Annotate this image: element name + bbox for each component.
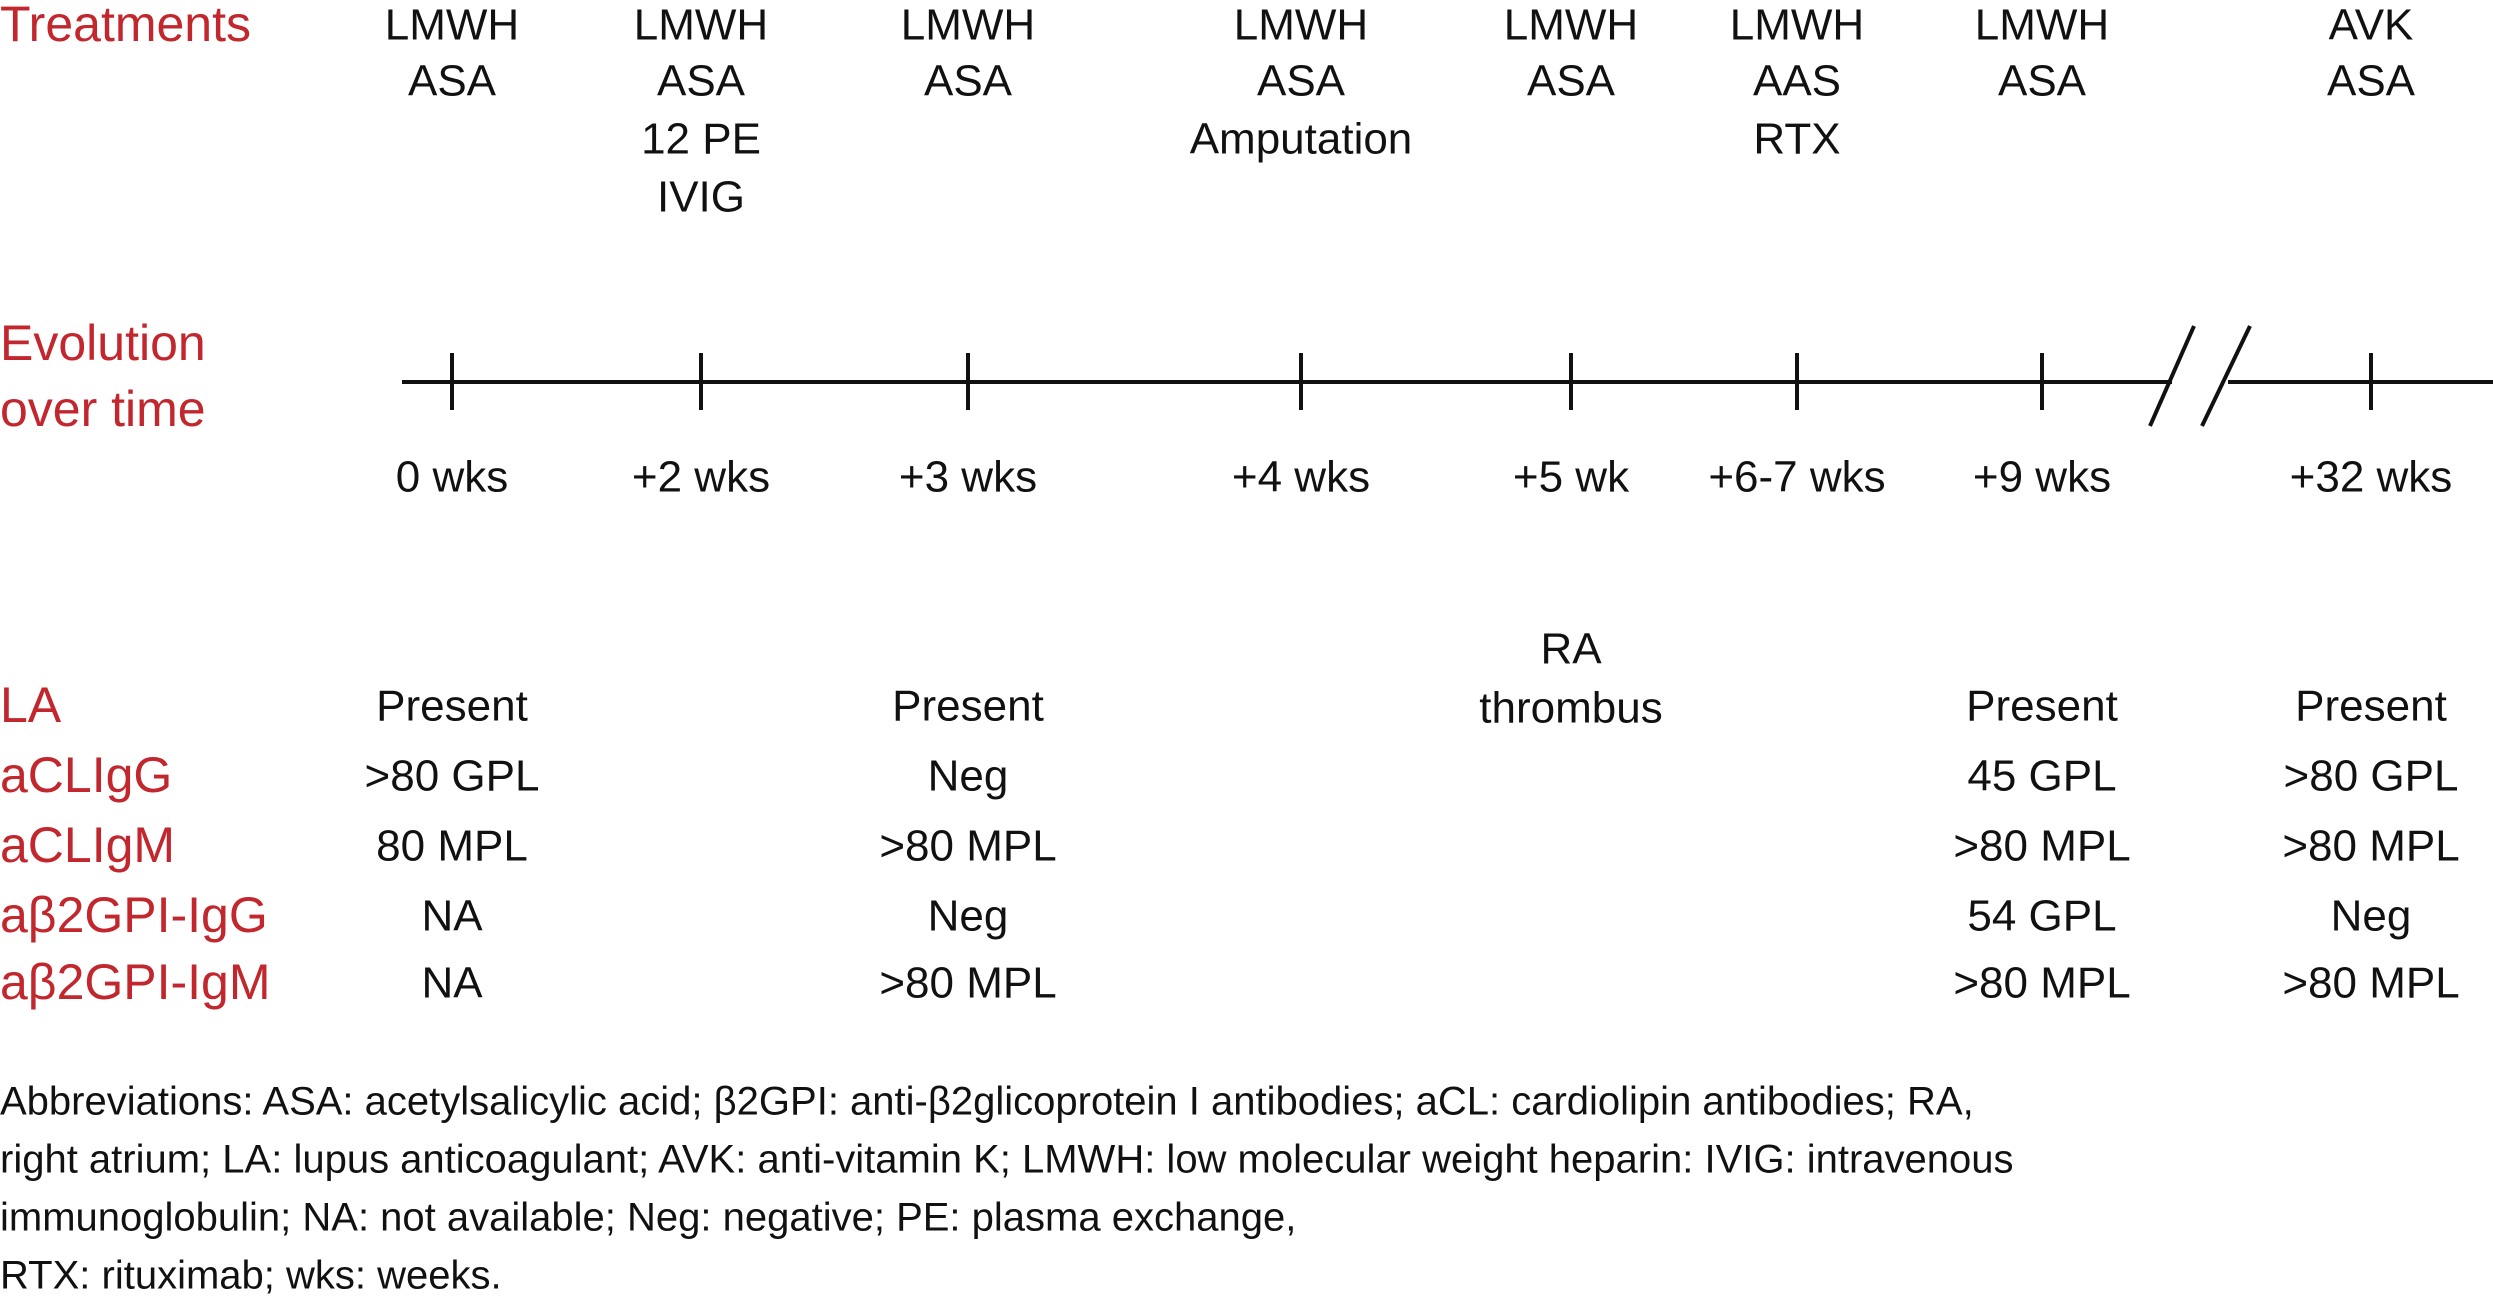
lab-result: >80 MPL — [879, 822, 1056, 871]
lab-result: 80 MPL — [376, 822, 528, 871]
lab-result: >80 MPL — [1953, 959, 2130, 1008]
time-label: 0 wks — [396, 453, 508, 502]
footnote-line: right atrium; LA: lupus anticoagulant; A… — [0, 1138, 2014, 1182]
lab-result: Neg — [928, 892, 1009, 941]
lab-result: Present — [1966, 682, 2118, 731]
row-label: aCLIgM — [0, 817, 175, 873]
time-label: +4 wks — [1232, 453, 1370, 502]
treatment: ASA — [924, 57, 1013, 106]
treatment: ASA — [1998, 57, 2087, 106]
event: thrombus — [1479, 684, 1662, 733]
treatment: ASA — [408, 57, 497, 106]
axis-break — [2200, 325, 2252, 427]
lab-result: Present — [376, 682, 528, 731]
treatment: ASA — [657, 57, 746, 106]
lab-result: >80 MPL — [1953, 822, 2130, 871]
axis-break — [2148, 325, 2196, 427]
treatment: IVIG — [657, 173, 745, 222]
row-label: LA — [0, 677, 62, 733]
treatment: ASA — [1527, 57, 1616, 106]
treatment: LMWH — [1234, 1, 1368, 50]
lab-result: >80 MPL — [2282, 822, 2459, 871]
treatment: LMWH — [1975, 1, 2109, 50]
time-label: +6-7 wks — [1708, 453, 1885, 502]
time-label: +3 wks — [899, 453, 1037, 502]
lab-result: NA — [421, 959, 483, 1008]
treatment: LMWH — [901, 1, 1035, 50]
time-label: +32 wks — [2290, 453, 2453, 502]
treatment: ASA — [2327, 57, 2416, 106]
time-label: +2 wks — [632, 453, 770, 502]
treatment: 12 PE — [641, 115, 761, 164]
treatment: RTX — [1753, 115, 1840, 164]
lab-result: Present — [892, 682, 1044, 731]
footnote-line: immunoglobulin; NA: not available; Neg: … — [0, 1196, 1296, 1240]
treatment: AAS — [1753, 57, 1841, 106]
lab-result: >80 MPL — [2282, 959, 2459, 1008]
row-label: Evolution — [0, 315, 206, 371]
footnote-line: RTX: rituximab; wks: weeks. — [0, 1254, 502, 1298]
footnote-line: Abbreviations: ASA: acetylsalicylic acid… — [0, 1080, 1974, 1124]
time-label: +9 wks — [1973, 453, 2111, 502]
lab-result: 54 GPL — [1967, 892, 2116, 941]
treatment: ASA — [1257, 57, 1346, 106]
lab-result: Present — [2295, 682, 2447, 731]
treatment: AVK — [2329, 1, 2414, 50]
row-label: aβ2GPI-IgM — [0, 954, 271, 1010]
lab-result: >80 GPL — [2284, 752, 2459, 801]
treatment: LMWH — [385, 1, 519, 50]
time-label: +5 wk — [1513, 453, 1630, 502]
row-label: Treatments — [0, 0, 251, 52]
treatment: LMWH — [634, 1, 768, 50]
event: RA — [1540, 625, 1602, 674]
lab-result: Neg — [2331, 892, 2412, 941]
treatment: LMWH — [1730, 1, 1864, 50]
lab-result: >80 MPL — [879, 959, 1056, 1008]
row-label: over time — [0, 381, 206, 437]
treatment: LMWH — [1504, 1, 1638, 50]
row-label: aβ2GPI-IgG — [0, 887, 268, 943]
lab-result: Neg — [928, 752, 1009, 801]
lab-result: NA — [421, 892, 483, 941]
row-label: aCLIgG — [0, 747, 172, 803]
treatment: Amputation — [1190, 115, 1413, 164]
lab-result: >80 GPL — [365, 752, 540, 801]
lab-result: 45 GPL — [1967, 752, 2116, 801]
